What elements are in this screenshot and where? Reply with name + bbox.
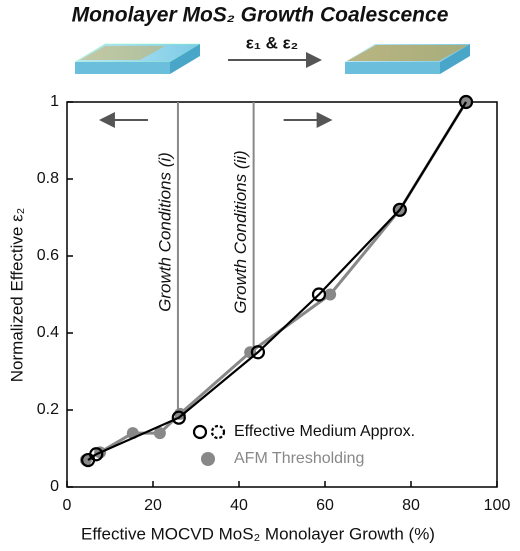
series-line [85,101,468,462]
condition-label: Growth Conditions (ii) [231,150,250,313]
chart-title: Monolayer MoS₂ Growth Coalescence [72,4,449,27]
x-tick-label: 40 [230,497,248,514]
y-tick-label: 0.2 [37,401,59,418]
legend-marker [192,424,208,440]
x-tick-label: 60 [316,497,334,514]
x-tick-label: 20 [144,497,162,514]
point [171,410,186,425]
x-tick-label: 100 [484,497,511,514]
series-line [87,101,467,461]
y-tick-label: 0.8 [37,170,59,187]
substrate-partial [74,43,201,74]
y-tick-label: 1 [50,93,59,110]
point [324,288,337,301]
x-tick-label: 0 [63,497,72,514]
legend-marker [210,424,226,440]
x-tick-label: 80 [402,497,420,514]
y-axis-label: Normalized Effective ε₂ [7,208,26,382]
y-tick-label: 0.4 [37,324,59,341]
x-axis-label: Effective MOCVD MoS₂ Monolayer Growth (%… [81,524,435,543]
point [311,287,327,302]
legend-marker [201,452,215,466]
point [458,94,474,110]
chart-subtitle: ε₁ & ε₂ [246,33,298,52]
point [153,427,166,440]
point [89,447,104,462]
legend-label: Effective Medium Approx. [234,423,415,440]
substrate-full [345,44,470,74]
y-tick-label: 0.6 [37,247,59,264]
point [392,202,407,217]
condition-label: Growth Conditions (i) [155,152,174,312]
y-tick-label: 0 [50,478,59,495]
plot-frame [66,101,498,488]
point [250,345,266,360]
legend-label: AFM Thresholding [234,450,364,467]
